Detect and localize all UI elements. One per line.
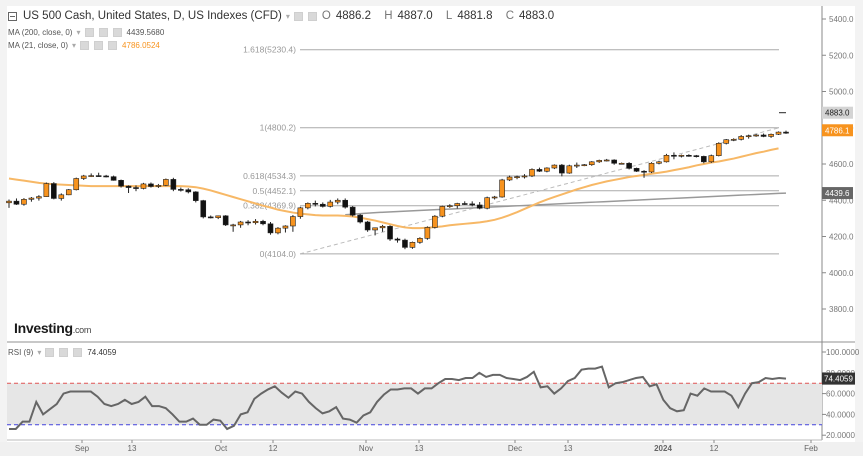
svg-text:3800.0: 3800.0 — [829, 305, 854, 314]
ma21-line — [8, 147, 779, 230]
svg-text:20.0000: 20.0000 — [826, 431, 855, 440]
svg-text:2024: 2024 — [654, 444, 672, 453]
trend-line[interactable] — [299, 127, 780, 255]
settings-icon[interactable] — [94, 41, 104, 50]
chart-header: US 500 Cash, United States, D, US Indexe… — [8, 10, 564, 22]
price-tags: 4883.0 4786.1 4439.6 74.4059 — [779, 106, 855, 385]
chevron-down-icon[interactable]: ▾ — [37, 348, 42, 357]
svg-text:100.0000: 100.0000 — [826, 348, 860, 357]
svg-text:60.0000: 60.0000 — [826, 390, 855, 399]
svg-text:1(4800.2): 1(4800.2) — [260, 123, 297, 133]
svg-text:4200.0: 4200.0 — [829, 233, 854, 242]
svg-text:4439.6: 4439.6 — [825, 189, 850, 198]
indicator-label[interactable]: RSI (9) — [8, 348, 34, 357]
svg-text:13: 13 — [415, 444, 424, 453]
settings-icon[interactable] — [98, 28, 108, 37]
time-axis[interactable]: Sep 13 Oct 12 Nov 13 Dec 13 2024 12 Feb — [75, 440, 819, 453]
svg-text:74.4059: 74.4059 — [824, 375, 853, 384]
ohlc-values: O 4886.2 H 4887.0 L 4881.8 C 4883.0 — [321, 10, 555, 22]
settings-icon[interactable] — [59, 348, 69, 357]
svg-text:4883.0: 4883.0 — [825, 109, 850, 118]
indicator-rsi: RSI (9) ▾ 74.4059 — [8, 348, 116, 357]
svg-text:40.0000: 40.0000 — [826, 410, 855, 419]
indicator-label[interactable]: MA (200, close, 0) — [8, 28, 73, 37]
chevron-down-icon[interactable]: ▾ — [76, 28, 81, 37]
svg-text:13: 13 — [128, 444, 137, 453]
indicator-ma200: MA (200, close, 0) ▾ 4439.5680 — [8, 28, 164, 37]
rsi-panel — [7, 365, 822, 431]
close-icon[interactable] — [73, 348, 83, 357]
eye-icon[interactable] — [80, 41, 90, 50]
candlesticks — [6, 130, 789, 250]
svg-text:Dec: Dec — [508, 444, 522, 453]
fibonacci-retracement[interactable]: 1.618(5230.4) 1(4800.2) 0.618(4534.3) 0.5(4… — [243, 45, 779, 259]
indicator-value: 74.4059 — [87, 348, 117, 357]
svg-text:0.5(4452.1): 0.5(4452.1) — [253, 186, 297, 196]
ma200-line — [345, 192, 787, 216]
svg-text:0.618(4534.3): 0.618(4534.3) — [243, 171, 296, 181]
svg-text:1.618(5230.4): 1.618(5230.4) — [243, 45, 296, 55]
svg-text:4400.0: 4400.0 — [829, 196, 854, 205]
eye-icon[interactable] — [45, 348, 55, 357]
svg-text:Sep: Sep — [75, 444, 90, 453]
eye-icon[interactable] — [293, 11, 303, 21]
investing-logo: Investing.com — [14, 320, 92, 336]
settings-icon[interactable] — [307, 11, 317, 21]
indicator-value: 4439.5680 — [126, 28, 165, 37]
svg-text:0(4104.0): 0(4104.0) — [260, 249, 297, 259]
close-icon[interactable] — [112, 28, 122, 37]
svg-text:4786.1: 4786.1 — [825, 126, 850, 135]
svg-text:5200.0: 5200.0 — [829, 51, 854, 60]
svg-text:4600.0: 4600.0 — [829, 160, 854, 169]
svg-text:12: 12 — [710, 444, 719, 453]
svg-text:5400.0: 5400.0 — [829, 15, 854, 24]
chevron-down-icon[interactable]: ▾ — [285, 11, 290, 21]
indicator-value: 4786.0524 — [122, 41, 160, 50]
close-icon[interactable] — [108, 41, 118, 50]
indicator-ma21: MA (21, close, 0) ▾ 4786.0524 — [8, 41, 160, 50]
instrument-title[interactable]: US 500 Cash, United States, D, US Indexe… — [23, 10, 282, 22]
chevron-down-icon[interactable]: ▾ — [72, 41, 77, 50]
svg-text:Nov: Nov — [359, 444, 373, 453]
indicator-label[interactable]: MA (21, close, 0) — [8, 41, 69, 50]
svg-text:4000.0: 4000.0 — [829, 269, 854, 278]
svg-text:0.382(4369.9): 0.382(4369.9) — [243, 201, 296, 211]
svg-text:13: 13 — [564, 444, 573, 453]
svg-text:12: 12 — [269, 444, 278, 453]
collapse-icon[interactable] — [8, 11, 17, 21]
svg-text:5000.0: 5000.0 — [829, 88, 854, 97]
eye-icon[interactable] — [84, 28, 94, 37]
svg-text:Oct: Oct — [215, 444, 228, 453]
svg-text:Feb: Feb — [804, 444, 818, 453]
